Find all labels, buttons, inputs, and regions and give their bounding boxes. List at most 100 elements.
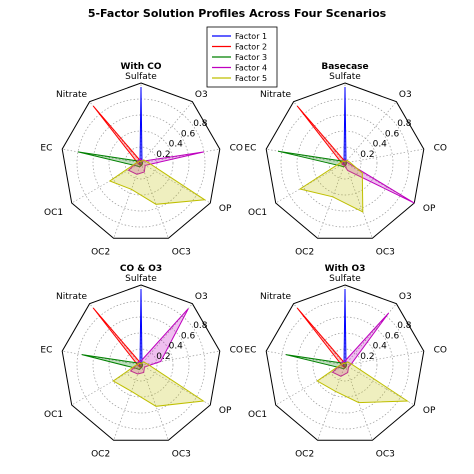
radial-tick-label: 0.2 xyxy=(360,352,374,362)
legend-frame xyxy=(206,26,278,88)
series-factor-5 xyxy=(298,159,364,213)
radial-tick-label: 0.8 xyxy=(193,119,208,129)
series-factor-4 xyxy=(331,312,390,377)
series-factor-5 xyxy=(316,361,409,404)
series-factor-5 xyxy=(108,159,207,205)
subplot-title: With CO xyxy=(120,62,161,72)
radar-frame xyxy=(265,284,425,441)
grid-spoke xyxy=(140,148,220,164)
axis-label-oc1: OC1 xyxy=(248,410,267,420)
radial-tick-label: 0.2 xyxy=(156,352,170,362)
axis-label-op: OP xyxy=(423,204,436,214)
grid-spoke xyxy=(113,162,142,239)
grid-spoke xyxy=(344,148,424,164)
axis-label-sulfate: Sulfate xyxy=(125,72,157,82)
subplot-title: CO & O3 xyxy=(120,264,162,274)
radial-tick-label: 0.6 xyxy=(181,331,196,341)
axis-label-co: CO xyxy=(230,345,243,355)
series-factor-3 xyxy=(81,354,144,371)
axis-label-ec: EC xyxy=(40,345,52,355)
axis-label-oc1: OC1 xyxy=(248,208,267,218)
series-factor-3 xyxy=(77,151,144,168)
axis-label-op: OP xyxy=(219,406,232,416)
radar-frame xyxy=(61,284,221,441)
axis-label-sulfate: Sulfate xyxy=(125,274,157,284)
radial-tick-label: 0.8 xyxy=(397,119,412,129)
radial-tick-label: 0.6 xyxy=(181,129,196,139)
grid-spoke xyxy=(344,101,397,164)
subplot-title: With O3 xyxy=(325,264,366,274)
axis-label-oc3: OC3 xyxy=(376,248,395,258)
grid-spoke xyxy=(344,350,424,366)
axis-label-oc1: OC1 xyxy=(44,410,63,420)
radar-chart-co-o3: 0.20.40.60.8 Sulfate O3 CO OP OC3 OC2 OC1 EC Nitr… xyxy=(40,264,243,460)
figure-title: 5-Factor Solution Profiles Across Four S… xyxy=(88,7,387,20)
grid-ring xyxy=(92,114,190,212)
axis-label-nitrate: Nitrate xyxy=(56,90,88,100)
radial-tick-label: 0.4 xyxy=(169,342,184,352)
axis-label-co: CO xyxy=(434,345,447,355)
radar-frame xyxy=(61,82,221,239)
legend-label-factor-4: Factor 4 xyxy=(235,64,267,73)
axis-label-ec: EC xyxy=(244,143,256,153)
grid-spoke xyxy=(140,162,169,239)
grid-ring xyxy=(296,114,394,212)
grid-spoke xyxy=(140,101,193,164)
radial-tick-label: 0.6 xyxy=(385,331,400,341)
axis-label-sulfate: Sulfate xyxy=(329,72,361,82)
axis-label-ec: EC xyxy=(40,143,52,153)
axis-label-op: OP xyxy=(423,406,436,416)
series-factor-1 xyxy=(138,288,144,367)
axis-label-oc3: OC3 xyxy=(172,248,191,258)
grid-ring xyxy=(124,348,158,382)
axis-label-o3: O3 xyxy=(195,292,208,302)
axis-label-op: OP xyxy=(219,204,232,214)
axis-label-oc1: OC1 xyxy=(44,208,63,218)
radial-tick-label: 0.4 xyxy=(169,140,184,150)
axis-label-o3: O3 xyxy=(195,90,208,100)
axis-label-oc3: OC3 xyxy=(376,450,395,460)
axis-label-ec: EC xyxy=(244,345,256,355)
axis-label-oc2: OC2 xyxy=(295,450,314,460)
radar-chart-with-o3: 0.20.40.60.8 Sulfate O3 CO OP OC3 OC2 OC1 EC Nitr… xyxy=(244,264,447,460)
series-factor-4 xyxy=(127,151,205,175)
legend-label-factor-5: Factor 5 xyxy=(235,74,267,83)
radial-tick-label: 0.4 xyxy=(373,342,388,352)
axis-label-nitrate: Nitrate xyxy=(260,90,292,100)
legend-label-factor-1: Factor 1 xyxy=(235,32,267,41)
series-factor-5 xyxy=(112,361,205,407)
radial-tick-label: 0.2 xyxy=(156,150,170,160)
series-factor-1 xyxy=(342,86,348,165)
grid-spoke xyxy=(71,162,142,204)
subplot-title: Basecase xyxy=(321,62,368,72)
axis-label-oc2: OC2 xyxy=(295,248,314,258)
series-factor-4 xyxy=(129,308,189,375)
grid-spoke xyxy=(140,350,220,366)
axis-label-oc2: OC2 xyxy=(91,450,110,460)
grid-spoke xyxy=(266,350,346,366)
radar-charts: 0.20.40.60.8SulfateO3COOPOC3OC2OC1ECNitr… xyxy=(40,62,447,460)
axis-label-oc3: OC3 xyxy=(172,450,191,460)
axis-label-o3: O3 xyxy=(399,292,412,302)
grid-spoke xyxy=(62,350,142,366)
axis-label-o3: O3 xyxy=(399,90,412,100)
legend-label-factor-3: Factor 3 xyxy=(235,53,267,62)
grid-spoke xyxy=(113,364,142,441)
grid-spoke xyxy=(140,364,169,441)
grid-spoke xyxy=(62,148,142,164)
axis-label-co: CO xyxy=(434,143,447,153)
grid-spoke xyxy=(344,162,373,239)
legend-label-factor-2: Factor 2 xyxy=(235,43,267,52)
axis-label-oc2: OC2 xyxy=(91,248,110,258)
axis-label-sulfate: Sulfate xyxy=(329,274,361,284)
radar-chart-with-co: 0.20.40.60.8 Sulfate O3 CO OP OC3 OC2 OC1 EC Nitr… xyxy=(40,62,243,258)
grid-spoke xyxy=(275,364,346,406)
series-factor-1 xyxy=(138,86,144,165)
axis-label-nitrate: Nitrate xyxy=(56,292,88,302)
grid-spoke xyxy=(317,162,346,239)
grid-spoke xyxy=(275,162,346,204)
radial-tick-label: 0.4 xyxy=(373,140,388,150)
grid-spoke xyxy=(71,364,142,406)
